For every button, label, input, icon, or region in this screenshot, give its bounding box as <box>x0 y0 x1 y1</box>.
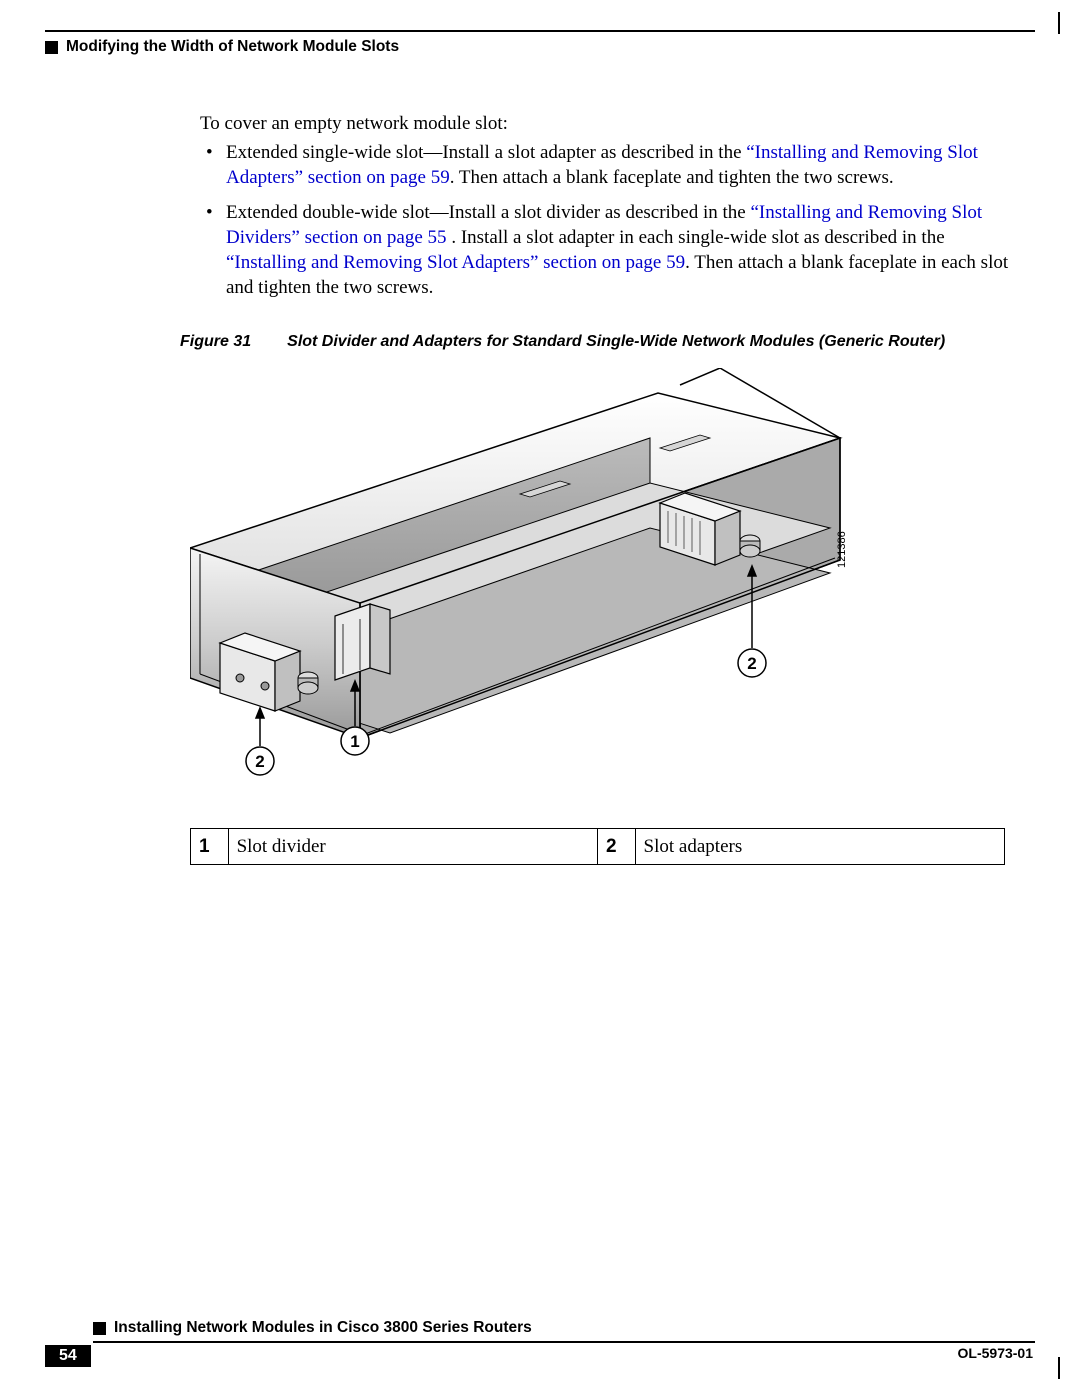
body-content: To cover an empty network module slot: E… <box>200 111 1015 865</box>
crop-mark-bottom <box>1058 1357 1060 1379</box>
bullet-list: Extended single-wide slot—Install a slot… <box>200 140 1015 300</box>
intro-text: To cover an empty network module slot: <box>200 111 1015 136</box>
header-bullet-icon <box>45 41 58 54</box>
bullet-text: . Then attach a blank faceplate and tigh… <box>450 167 894 188</box>
legend-num: 1 <box>191 828 229 864</box>
page-number: 54 <box>45 1345 91 1367</box>
top-rule <box>45 30 1035 32</box>
figure-illustration: 2 1 2 121386 <box>190 368 880 788</box>
figure-caption: Figure 31 Slot Divider and Adapters for S… <box>180 331 1015 352</box>
legend-label: Slot divider <box>228 828 597 864</box>
page: Modifying the Width of Network Module Sl… <box>40 30 1040 1367</box>
crop-mark-top <box>1058 12 1060 34</box>
legend-num: 2 <box>597 828 635 864</box>
figure-legend-table: 1 Slot divider 2 Slot adapters <box>190 828 1005 865</box>
callout-1: 1 <box>350 732 359 751</box>
bullet-text: . Install a slot adapter in each single-… <box>447 227 945 248</box>
footer-bullet-icon <box>93 1322 106 1335</box>
router-diagram-svg: 2 1 2 121386 <box>190 368 880 788</box>
header-section-title: Modifying the Width of Network Module Sl… <box>66 38 399 56</box>
figure-number: Figure 31 <box>180 333 251 350</box>
footer-rule <box>93 1341 1035 1343</box>
footer-doc-title: Installing Network Modules in Cisco 3800… <box>114 1319 532 1337</box>
bullet-text: Extended double-wide slot—Install a slot… <box>226 202 751 223</box>
table-row: 1 Slot divider 2 Slot adapters <box>191 828 1005 864</box>
xref-link[interactable]: “Installing and Removing Slot Adapters” … <box>226 252 685 273</box>
callout-2-right: 2 <box>747 654 756 673</box>
doc-id: OL-5973-01 <box>958 1345 1035 1361</box>
legend-label: Slot adapters <box>635 828 1004 864</box>
list-item: Extended single-wide slot—Install a slot… <box>226 140 1015 190</box>
figure-title: Slot Divider and Adapters for Standard S… <box>287 333 945 350</box>
running-header: Modifying the Width of Network Module Sl… <box>45 38 1040 56</box>
figure-image-id: 121386 <box>836 531 848 568</box>
page-footer: Installing Network Modules in Cisco 3800… <box>45 1319 1035 1367</box>
callout-2-left: 2 <box>255 752 264 771</box>
list-item: Extended double-wide slot—Install a slot… <box>226 200 1015 300</box>
bullet-text: Extended single-wide slot—Install a slot… <box>226 142 746 163</box>
